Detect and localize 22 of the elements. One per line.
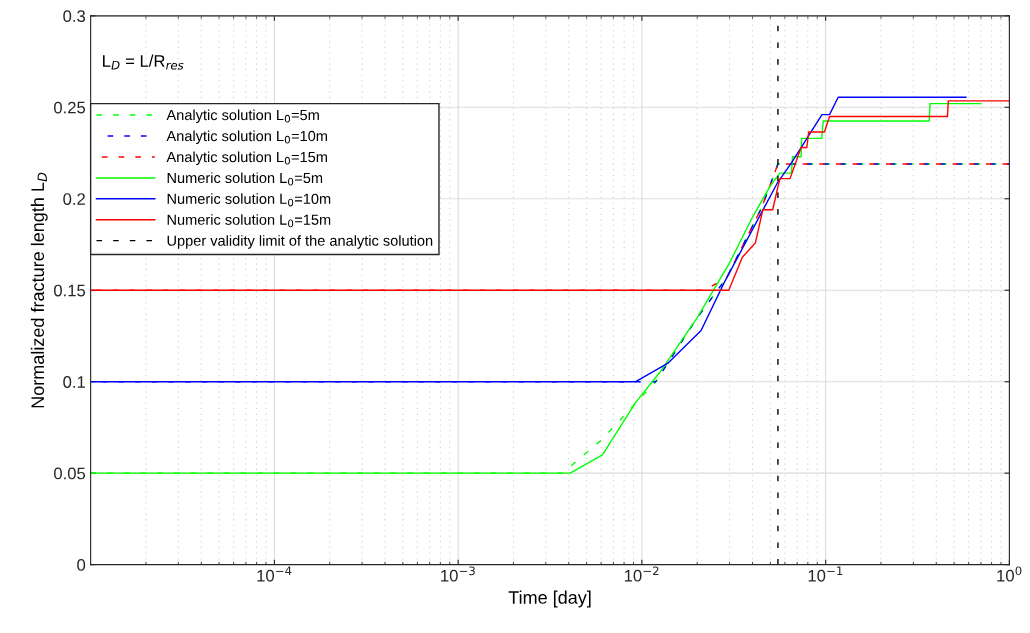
y-tick-label: 0.3 xyxy=(63,10,86,23)
x-tick-label: 10$^{−2}$ xyxy=(624,566,659,582)
y-tick-label: 0.2 xyxy=(63,193,85,205)
annotation: L$_{D}$ = L/R$_{res}$ xyxy=(103,54,184,70)
x-tick-label: 10$^{0}$ xyxy=(997,566,1022,582)
x-axis-title: Time [day] xyxy=(508,590,591,608)
y-tick-label: 0 xyxy=(77,559,86,571)
legend-label: Upper validity limit of the analytic solution xyxy=(167,235,433,249)
legend-label: Analytic solution L$_{0}$=5m xyxy=(166,109,319,124)
y-tick-label: 0.25 xyxy=(54,101,86,114)
legend-label: Numeric solution L$_{0}$=5m xyxy=(167,172,323,186)
y-tick-label: 0.1 xyxy=(63,376,85,388)
x-tick-label: 10$^{−3}$ xyxy=(441,566,475,582)
x-tick-label: 10$^{−1}$ xyxy=(808,566,843,582)
x-tick-label: 10$^{−4}$ xyxy=(257,566,292,582)
legend-label: Numeric solution L$_{0}$=15m xyxy=(167,214,331,228)
y-axis-title: Normalized fracture length L$_{D}$ xyxy=(30,172,48,408)
y-tick-label: 0.05 xyxy=(54,467,86,480)
legend-label: Numeric solution L$_{0}$=10m xyxy=(167,193,331,207)
legend-label: Analytic solution L$_{0}$=15m xyxy=(166,151,327,166)
y-tick-label: 0.15 xyxy=(54,284,86,297)
legend-label: Analytic solution L$_{0}$=10m xyxy=(166,130,327,145)
